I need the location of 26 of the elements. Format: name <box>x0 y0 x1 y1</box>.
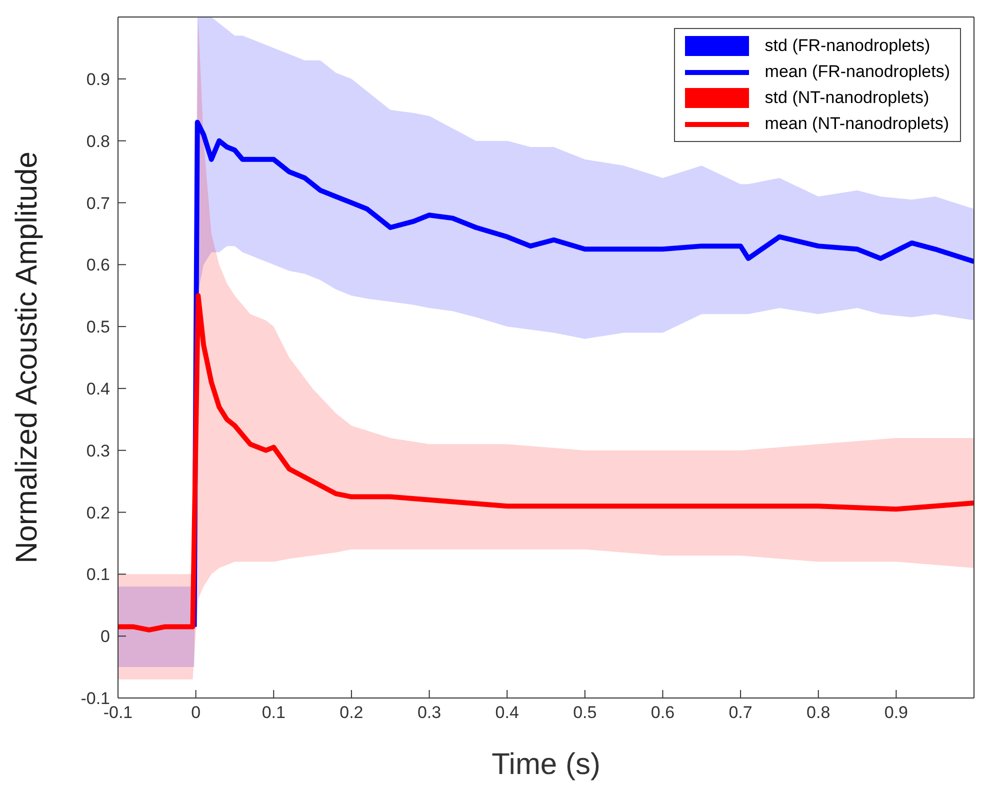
x-tick-label: 0.7 <box>728 703 752 722</box>
x-tick-label: 0.5 <box>573 703 597 722</box>
y-tick-label: 0 <box>100 627 110 646</box>
x-tick-label: 0.3 <box>417 703 442 722</box>
x-tick-label: 0.6 <box>650 703 675 722</box>
x-tick-label: 0.2 <box>340 703 364 722</box>
legend-label: mean (NT-nanodroplets) <box>764 114 950 134</box>
x-tick-label: 0 <box>191 703 201 722</box>
y-tick-label: 0.9 <box>86 70 110 89</box>
y-tick-label: 0.2 <box>86 503 110 522</box>
annotation: std (FR-nanodroplets) <box>764 36 930 56</box>
y-tick-label: 0.8 <box>86 132 110 151</box>
y-tick-label: 0.1 <box>86 565 110 584</box>
x-tick-label: 0.1 <box>262 703 286 722</box>
y-axis-title: Normalized Acoustic Amplitude <box>10 152 44 564</box>
legend-label: mean (FR-nanodroplets) <box>764 62 950 82</box>
x-tick-label: 0.8 <box>806 703 830 722</box>
annotation: std (NT-nanodroplets) <box>764 88 930 108</box>
y-tick-label: 0.5 <box>86 318 110 337</box>
y-tick-label: 0.6 <box>86 256 110 275</box>
y-tick-label: 0.3 <box>86 441 110 460</box>
x-axis-title: Time (s) <box>492 748 600 781</box>
y-tick-label: 0.4 <box>86 379 110 398</box>
x-tick-label: 0.9 <box>884 703 908 722</box>
x-tick-label: 0.4 <box>495 703 519 722</box>
y-tick-label: 0.7 <box>86 194 110 213</box>
